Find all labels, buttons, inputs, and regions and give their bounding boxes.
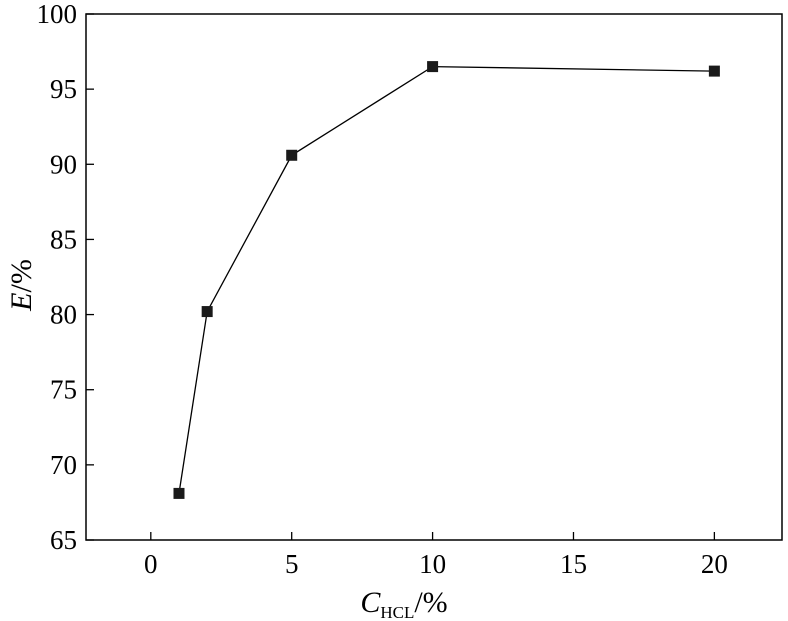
- y-axis-label-main: E: [5, 293, 38, 312]
- x-tick-label: 5: [285, 549, 299, 579]
- y-tick-label: 75: [50, 375, 77, 405]
- x-axis-label-main: C: [360, 586, 381, 619]
- y-tick-label: 95: [50, 74, 77, 104]
- x-axis-label-subscript: HCL: [380, 603, 414, 621]
- series-polyline: [178, 65, 715, 494]
- x-ticks: 0 5 10 15 20: [144, 532, 728, 579]
- y-tick-label: 100: [37, 0, 78, 29]
- series-line: [178, 65, 715, 494]
- plot-frame: [85, 13, 783, 541]
- x-axis-label-unit: /%: [414, 586, 447, 619]
- x-tick-label: 10: [419, 549, 446, 579]
- data-point: [173, 487, 185, 499]
- y-tick-label: 70: [50, 450, 77, 480]
- y-ticks: 65 70 75 80 85 90 95 100: [37, 0, 94, 555]
- y-axis-label: E/%: [5, 259, 38, 312]
- y-tick-label: 85: [50, 224, 77, 254]
- y-axis-label-unit: /%: [5, 259, 38, 292]
- x-axis-label: CHCL/%: [360, 586, 447, 621]
- y-tick-label: 80: [50, 300, 77, 330]
- data-point: [201, 306, 213, 318]
- x-tick-label: 15: [560, 549, 587, 579]
- y-tick-label: 90: [50, 149, 77, 179]
- data-point: [427, 61, 439, 73]
- data-point: [708, 65, 720, 77]
- x-tick-label: 20: [701, 549, 728, 579]
- data-point: [286, 149, 298, 161]
- x-tick-label: 0: [144, 549, 158, 579]
- data-points: [173, 61, 720, 499]
- y-tick-label: 65: [50, 525, 77, 555]
